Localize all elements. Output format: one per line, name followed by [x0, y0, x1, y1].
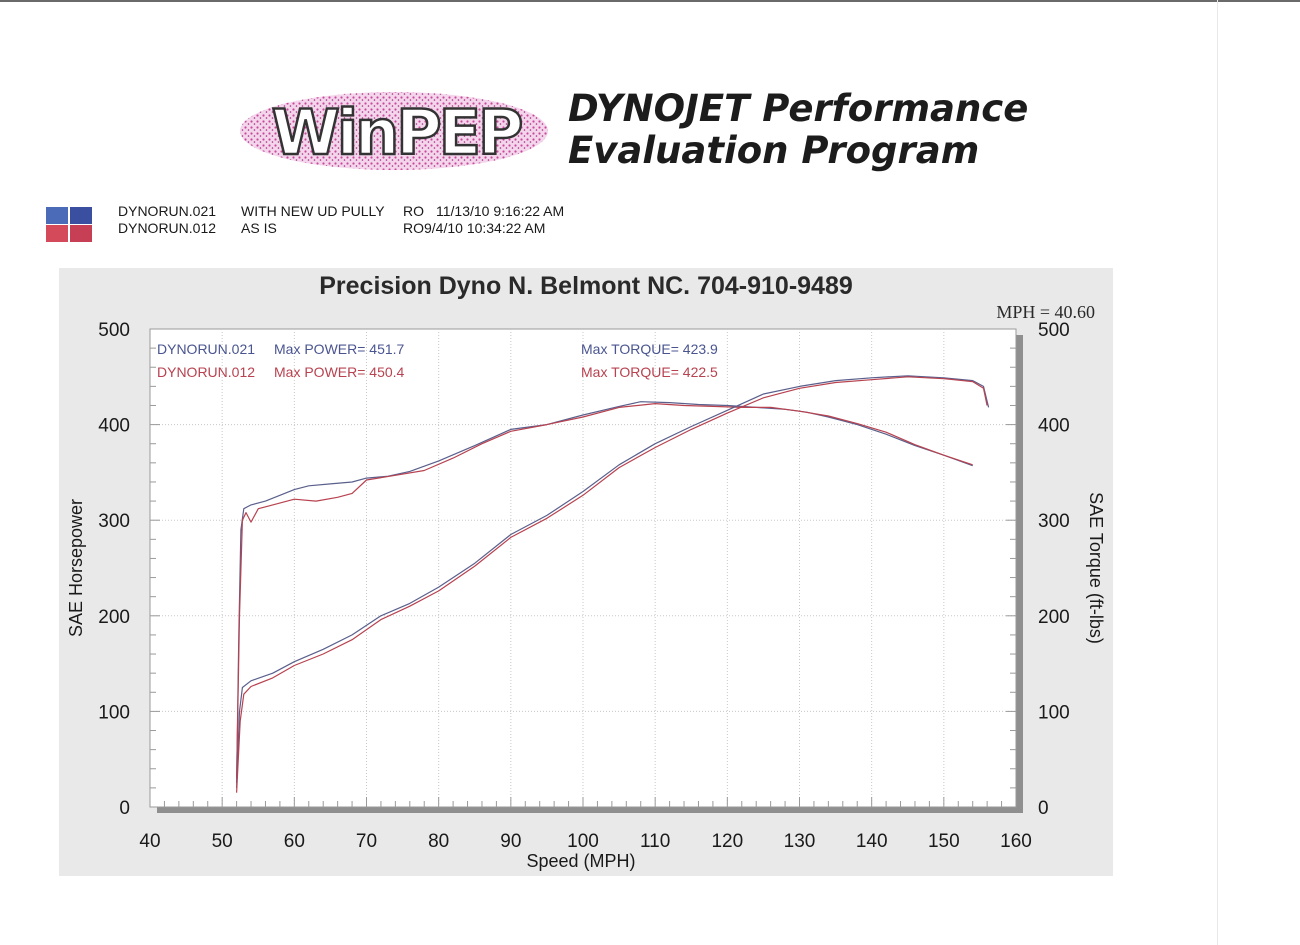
app-title: DYNOJET Performance Evaluation Program	[568, 88, 1028, 172]
svg-text:WinPEP: WinPEP	[271, 96, 521, 169]
x-tick-label: 90	[500, 831, 521, 852]
x-tick-label: 130	[784, 831, 816, 852]
run-timestamp: 11/13/10 9:16:22 AM	[436, 203, 565, 219]
minor-ticks	[149, 328, 1017, 808]
y-tick-label-right: 400	[1038, 416, 1070, 437]
scan-top-edge	[0, 0, 1300, 2]
y-tick-label-left: 100	[98, 702, 130, 723]
series-line-dynorun-021-power	[236, 375, 990, 788]
annotation-run2-power: Max POWER= 450.4	[274, 364, 405, 380]
y-tick-label-right: 500	[1038, 320, 1070, 341]
y-tick-label-right: 300	[1038, 511, 1070, 532]
annotation-run2-file: DYNORUN.012	[157, 364, 255, 380]
x-tick-label: 160	[1000, 831, 1032, 852]
app-title-line1: DYNOJET Performance	[568, 87, 1029, 130]
y-tick-label-left: 0	[119, 798, 130, 819]
run-file: DYNORUN.012	[118, 220, 217, 236]
annotation-run1-torque: Max TORQUE= 423.9	[581, 341, 718, 357]
swatch-run2-top	[70, 207, 92, 224]
run-tag: RO	[403, 203, 424, 219]
run-file: DYNORUN.021	[118, 203, 217, 219]
y-tick-label-left: 400	[98, 416, 130, 437]
x-tick-label: 50	[212, 831, 233, 852]
x-tick-label: 150	[928, 831, 960, 852]
run-note: WITH NEW UD PULLY	[241, 203, 385, 219]
run-timestamp: 9/4/10 10:34:22 AM	[424, 220, 546, 236]
annotation-run1-file: DYNORUN.021	[157, 341, 255, 357]
y-axis-label-right: SAE Torque (ft-lbs)	[1086, 492, 1106, 644]
x-tick-label: 100	[567, 831, 599, 852]
run-color-swatch	[46, 207, 92, 243]
y-axis-label-left: SAE Horsepower	[66, 499, 86, 637]
x-tick-label: 60	[284, 831, 305, 852]
x-tick-label: 40	[139, 831, 160, 852]
x-tick-label: 70	[356, 831, 377, 852]
chart-title: Precision Dyno N. Belmont NC. 704-910-94…	[319, 272, 853, 300]
swatch-run2-bottom	[70, 225, 92, 242]
x-tick-label: 110	[640, 831, 670, 852]
y-tick-label-left: 300	[98, 511, 130, 532]
app-title-line2: Evaluation Program	[568, 129, 980, 172]
series-line-dynorun-012-torque	[236, 403, 973, 779]
swatch-run1-top	[46, 207, 68, 224]
tick-labels: 40 50 60 70 80 90 100 110 120 130 140 150 160 0 0 100 10…	[98, 320, 1069, 852]
x-tick-label: 120	[711, 831, 743, 852]
winpep-logo: WinPEP	[240, 92, 548, 170]
y-tick-label-left: 200	[98, 607, 130, 628]
y-tick-label-left: 500	[98, 320, 130, 341]
y-tick-label-right: 0	[1038, 798, 1049, 819]
run-tag: RO	[403, 220, 424, 236]
dyno-chart: Precision Dyno N. Belmont NC. 704-910-94…	[59, 268, 1113, 876]
mph-readout: MPH = 40.60	[996, 302, 1095, 322]
x-tick-label: 140	[856, 831, 888, 852]
run-note: AS IS	[241, 220, 277, 236]
plot-area	[149, 328, 1017, 808]
annotation-run1-power: Max POWER= 451.7	[274, 341, 405, 357]
scan-right-edge	[1217, 0, 1218, 945]
series-layer	[236, 375, 990, 793]
series-line-dynorun-012-power	[236, 376, 988, 793]
swatch-run1-bottom	[46, 225, 68, 242]
x-axis-label: Speed (MPH)	[526, 851, 635, 871]
grid	[150, 329, 1016, 807]
x-tick-label: 80	[428, 831, 449, 852]
annotation-run2-torque: Max TORQUE= 422.5	[581, 364, 718, 380]
y-tick-label-right: 200	[1038, 607, 1070, 628]
y-tick-label-right: 100	[1038, 702, 1070, 723]
chart-svg: Precision Dyno N. Belmont NC. 704-910-94…	[66, 272, 1106, 871]
